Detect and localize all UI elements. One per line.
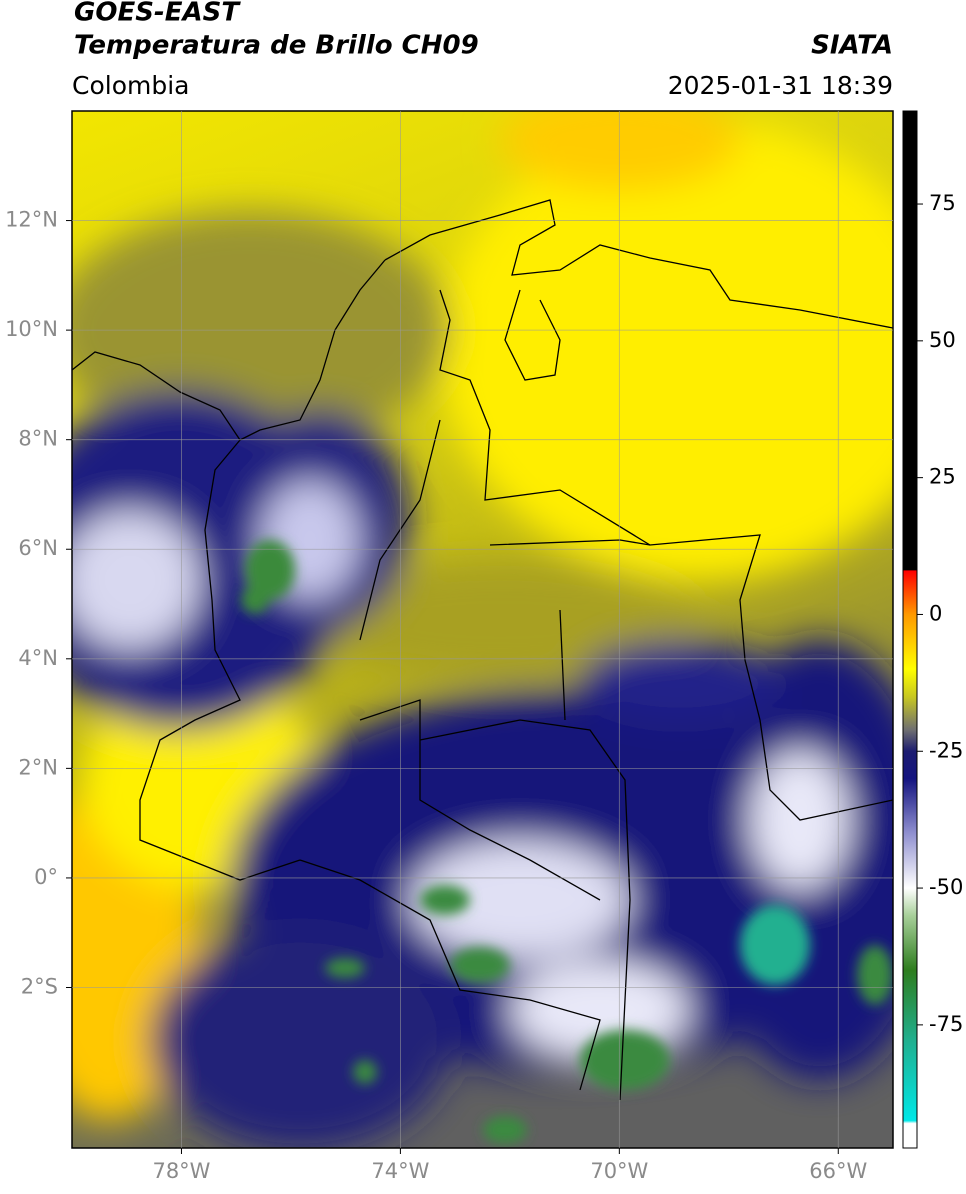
x-tick-label: 66°W: [809, 1159, 867, 1183]
colorbar-tick-label: 75: [929, 191, 956, 215]
colorbar-tick-label: -50: [929, 875, 963, 899]
colorbar-tick-label: -75: [929, 1012, 963, 1036]
colorbar-tick-label: 25: [929, 465, 956, 489]
y-tick-label: 8°N: [18, 427, 58, 451]
region: Colombia: [72, 71, 189, 100]
source: SIATA: [811, 31, 893, 61]
x-tick-label: 70°W: [590, 1159, 648, 1183]
datetime: 2025-01-31 18:39: [668, 71, 893, 100]
y-tick-label: 10°N: [5, 317, 58, 341]
y-tick-label: 2°N: [18, 755, 58, 779]
subtitle: Temperatura de Brillo CH09: [74, 31, 479, 61]
colorbar-tick-label: -25: [929, 738, 963, 762]
map-frame: [71, 110, 894, 1149]
title: GOES-EAST: [74, 0, 241, 28]
x-tick-label: 74°W: [371, 1159, 429, 1183]
y-tick-label: 0°: [34, 865, 58, 889]
colorbar-frame: [902, 110, 918, 1149]
colorbar-tick-label: 0: [929, 601, 942, 625]
y-tick-label: 6°N: [18, 536, 58, 560]
colorbar-tick-label: 50: [929, 328, 956, 352]
satellite-image: [72, 111, 893, 1148]
y-tick-label: 4°N: [18, 646, 58, 670]
y-tick-label: 12°N: [5, 208, 58, 232]
y-tick-label: 2°S: [21, 974, 58, 998]
colorbar: [903, 111, 917, 1148]
x-tick-label: 78°W: [152, 1159, 210, 1183]
